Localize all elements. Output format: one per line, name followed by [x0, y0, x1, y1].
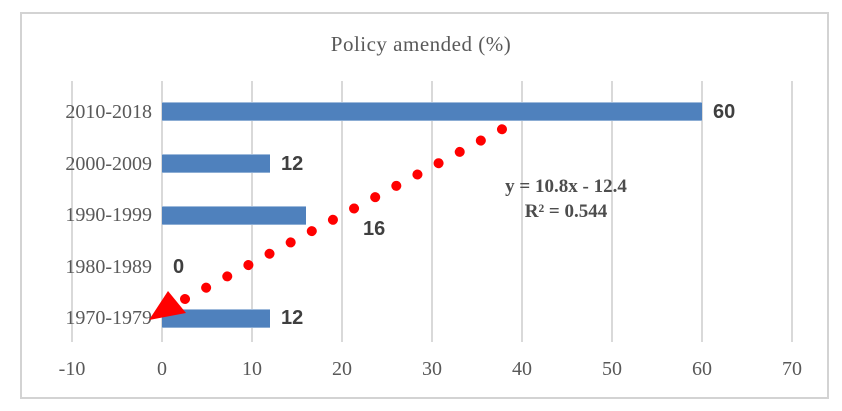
value-label: 60 [713, 100, 736, 123]
chart-border [20, 12, 829, 399]
x-tick-label-30: 30 [422, 358, 442, 380]
x-tick-label-10: 10 [242, 358, 262, 380]
gridline-50 [611, 81, 613, 342]
equation-text: y = 10.8x - 12.4 [505, 176, 627, 197]
category-label: 1990-1999 [65, 204, 152, 226]
value-label: 12 [281, 152, 304, 175]
x-tick-label-0: 0 [157, 358, 167, 380]
category-label: 1980-1989 [65, 255, 152, 278]
category-label: 2010-2018 [65, 100, 152, 123]
bar-1990-1999 [162, 205, 306, 225]
gridline-60 [701, 81, 703, 342]
gridline-70 [791, 81, 793, 342]
bar-2010-2018 [162, 102, 702, 121]
value-label: 16 [363, 218, 386, 240]
value-label: 12 [281, 307, 304, 329]
trendline-equation: y = 10.8x - 12.4 R² = 0.544 [460, 174, 672, 224]
x-tick-label-20: 20 [332, 358, 352, 380]
r-squared-text: R² = 0.544 [524, 201, 608, 222]
x-tick-label-40: 40 [512, 358, 532, 380]
bar-1970-1979 [162, 308, 270, 328]
x-tick-label-50: 50 [602, 358, 622, 380]
x-tick-label--10: -10 [58, 358, 86, 380]
category-label: 1970-1979 [65, 307, 152, 329]
x-tick-label-70: 70 [782, 358, 802, 380]
bar-2000-2009 [162, 154, 270, 173]
chart-title: Policy amended (%) [330, 32, 512, 56]
gridline--10 [71, 81, 73, 342]
category-label: 2000-2009 [65, 152, 152, 175]
x-tick-label-60: 60 [692, 358, 712, 380]
value-label: 0 [173, 255, 185, 278]
